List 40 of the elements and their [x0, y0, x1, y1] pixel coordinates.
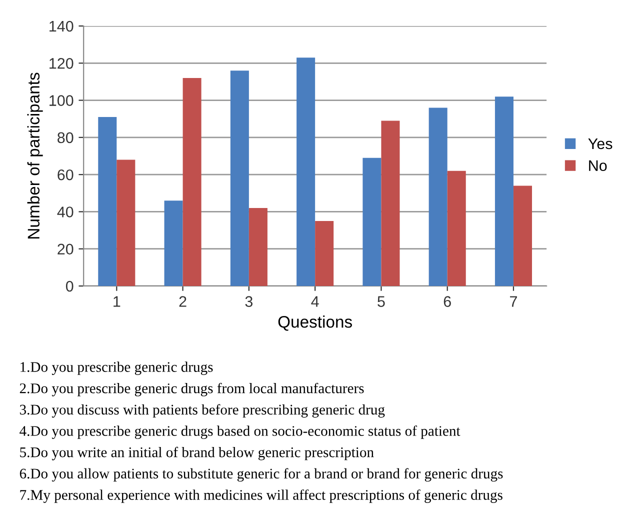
- x-tick-label: 7: [510, 296, 517, 307]
- x-tick-label: 3: [245, 296, 253, 307]
- y-tick-label: 120: [50, 58, 74, 69]
- bar: [381, 120, 400, 286]
- y-tick-label: 80: [58, 132, 74, 144]
- bar: [447, 170, 466, 286]
- x-tick-label: 4: [311, 296, 319, 307]
- y-tick-label: 0: [66, 280, 74, 292]
- text: 7.My personal experience with medicines will affect prescriptions of generic drugs: [20, 489, 502, 503]
- bar: [513, 186, 532, 286]
- bar: [296, 58, 316, 286]
- text: 3.Do you discuss with patients before prescribing generic drug: [20, 404, 385, 418]
- bar: [182, 78, 202, 286]
- bar: [164, 200, 183, 286]
- bar: [98, 117, 117, 286]
- text: 2.Do you prescribe generic drugs from local manufacturers: [20, 382, 364, 396]
- y-tick-label: 20: [58, 244, 74, 255]
- y-axis-title: Number of participants: [27, 72, 43, 238]
- bar: [248, 208, 268, 286]
- y-tick-label: 140: [50, 20, 74, 32]
- x-tick-label: 1: [114, 296, 120, 307]
- x-tick-label: 6: [444, 296, 451, 307]
- bar: [116, 160, 136, 286]
- bar: [428, 108, 448, 286]
- text: 1.Do you prescribe generic drugs: [20, 362, 213, 375]
- legend-label: Yes: [588, 138, 612, 150]
- x-axis-title: Questions: [278, 316, 352, 331]
- text: 6.Do you allow patients to substitute generic for a brand or brand for generic drugs: [20, 468, 503, 482]
- x-tick-label: 2: [179, 296, 186, 307]
- bar: [230, 70, 249, 286]
- legend-label: No: [589, 160, 607, 172]
- bar: [315, 221, 334, 286]
- y-tick-label: 60: [58, 169, 74, 180]
- text: 4.Do you prescribe generic drugs based on socio-economic status of patient: [20, 425, 460, 439]
- y-tick-label: 40: [57, 206, 74, 218]
- bar: [494, 96, 514, 286]
- y-tick-label: 100: [50, 95, 74, 106]
- text: 5.Do you write an initial of brand below generic prescription: [20, 446, 374, 460]
- x-tick-label: 5: [378, 296, 385, 307]
- bar: [362, 158, 382, 286]
